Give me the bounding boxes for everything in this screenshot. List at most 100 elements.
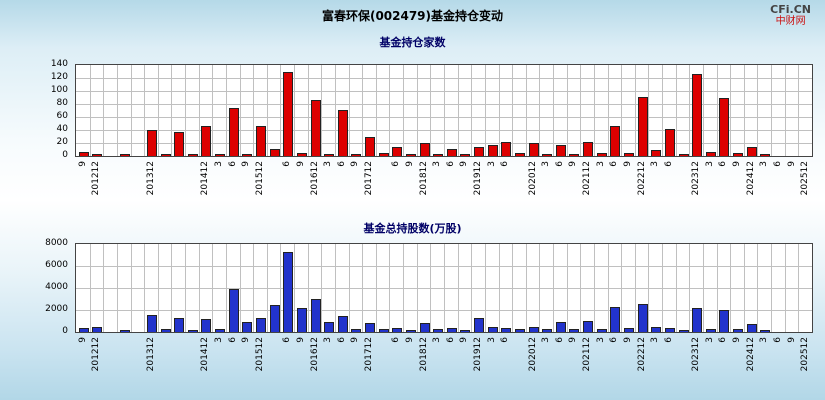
bar (596, 328, 607, 332)
x-tick-label: 6 (772, 337, 783, 343)
x-tick-label: 9 (786, 337, 797, 343)
bar (242, 322, 253, 332)
y-tick-label: 80 (56, 98, 68, 108)
x-tick-label: 6 (500, 161, 511, 167)
x-tick-label: 3 (650, 161, 661, 167)
x-tick-label: 3 (486, 337, 497, 343)
gridline-vertical (457, 244, 459, 332)
bar (78, 327, 89, 332)
gridline-vertical (743, 65, 745, 156)
x-tick-label: 9 (459, 337, 470, 343)
gridline-vertical (403, 244, 405, 332)
x-tick-label: 6 (227, 161, 238, 167)
gridline-vertical (321, 244, 323, 332)
bar (405, 154, 416, 156)
fund-shares-plot-area (75, 243, 813, 333)
x-tick-label: 6 (554, 161, 565, 167)
bar (187, 154, 198, 156)
x-tick-label: 201612 (309, 337, 320, 372)
cfi-logo-subtext: 中财网 (775, 16, 806, 27)
bar (405, 329, 416, 332)
y-tick-label: 6000 (45, 260, 68, 270)
x-tick-label: 6 (282, 337, 293, 343)
bar (555, 322, 566, 332)
bar (692, 73, 703, 156)
bar (474, 317, 485, 332)
gridline-vertical (525, 65, 527, 156)
gridline-vertical (225, 244, 227, 332)
gridline-vertical (294, 65, 296, 156)
gridline-vertical (498, 65, 500, 156)
gridline-vertical (239, 65, 241, 156)
bar (624, 153, 634, 156)
x-tick-label: 201912 (473, 161, 484, 196)
x-tick-label: 9 (459, 161, 470, 167)
fund-count-x-axis: 9 201212 201312 201412 3 6 9 201512 6 9 201612 3 6 9 2… (76, 159, 812, 205)
gridline-vertical (103, 65, 105, 156)
bar (215, 328, 226, 332)
bar (460, 153, 471, 156)
x-tick-label: 201912 (473, 337, 484, 372)
x-tick-label: 201712 (364, 161, 375, 196)
gridline-vertical (430, 65, 432, 156)
bar (460, 329, 471, 332)
x-tick-label: 3 (595, 337, 606, 343)
gridline-vertical (198, 65, 200, 156)
bar (215, 153, 226, 156)
x-tick-label: 202412 (745, 161, 756, 196)
bar (569, 329, 580, 332)
y-tick-label: 0 (62, 150, 68, 160)
x-tick-label: 6 (609, 161, 620, 167)
gridline-vertical (566, 65, 568, 156)
bar (283, 71, 294, 156)
bar (310, 299, 321, 332)
gridline-vertical (280, 65, 282, 156)
bar (174, 317, 185, 332)
bar (569, 153, 580, 156)
x-tick-label: 3 (704, 337, 715, 343)
bar (446, 327, 457, 332)
bar (746, 147, 757, 156)
gridline-vertical (144, 65, 146, 156)
gridline-vertical (116, 244, 118, 332)
x-tick-label: 202012 (527, 161, 538, 196)
bar (664, 129, 675, 156)
x-tick-label: 202112 (582, 161, 593, 196)
gridline-vertical (157, 244, 159, 332)
gridline-vertical (321, 65, 323, 156)
fund-shares-x-axis: 9 201212 201312 201412 3 6 9 201512 6 9 201612 3 6 9 2… (76, 335, 812, 381)
x-tick-label: 9 (241, 337, 252, 343)
bar (378, 153, 389, 156)
bar (760, 153, 771, 156)
x-tick-label: 9 (786, 161, 797, 167)
bar (174, 132, 185, 156)
bar (583, 142, 594, 156)
bar (542, 153, 553, 156)
gridline-vertical (675, 65, 677, 156)
x-tick-label: 6 (663, 337, 674, 343)
bar (119, 329, 130, 332)
bar (433, 329, 444, 332)
gridline-vertical (416, 65, 418, 156)
x-tick-label: 202212 (636, 337, 647, 372)
x-tick-label: 201512 (255, 337, 265, 372)
x-tick-label: 3 (704, 161, 715, 167)
bar (119, 154, 130, 156)
bar (392, 327, 403, 332)
bar (146, 130, 157, 156)
bar (78, 151, 89, 156)
gridline-vertical (662, 65, 664, 156)
bar (392, 147, 403, 156)
gridline-vertical (334, 244, 336, 332)
gridline-vertical (498, 244, 500, 332)
gridline-vertical (185, 65, 187, 156)
y-tick-label: 20 (56, 137, 68, 147)
gridline-vertical (144, 244, 146, 332)
bar (651, 149, 662, 156)
gridline-vertical (525, 244, 527, 332)
x-tick-label: 202312 (691, 337, 702, 372)
bar (651, 326, 662, 332)
x-tick-label: 3 (214, 337, 225, 343)
gridline-vertical (362, 244, 364, 332)
bar (705, 328, 716, 332)
